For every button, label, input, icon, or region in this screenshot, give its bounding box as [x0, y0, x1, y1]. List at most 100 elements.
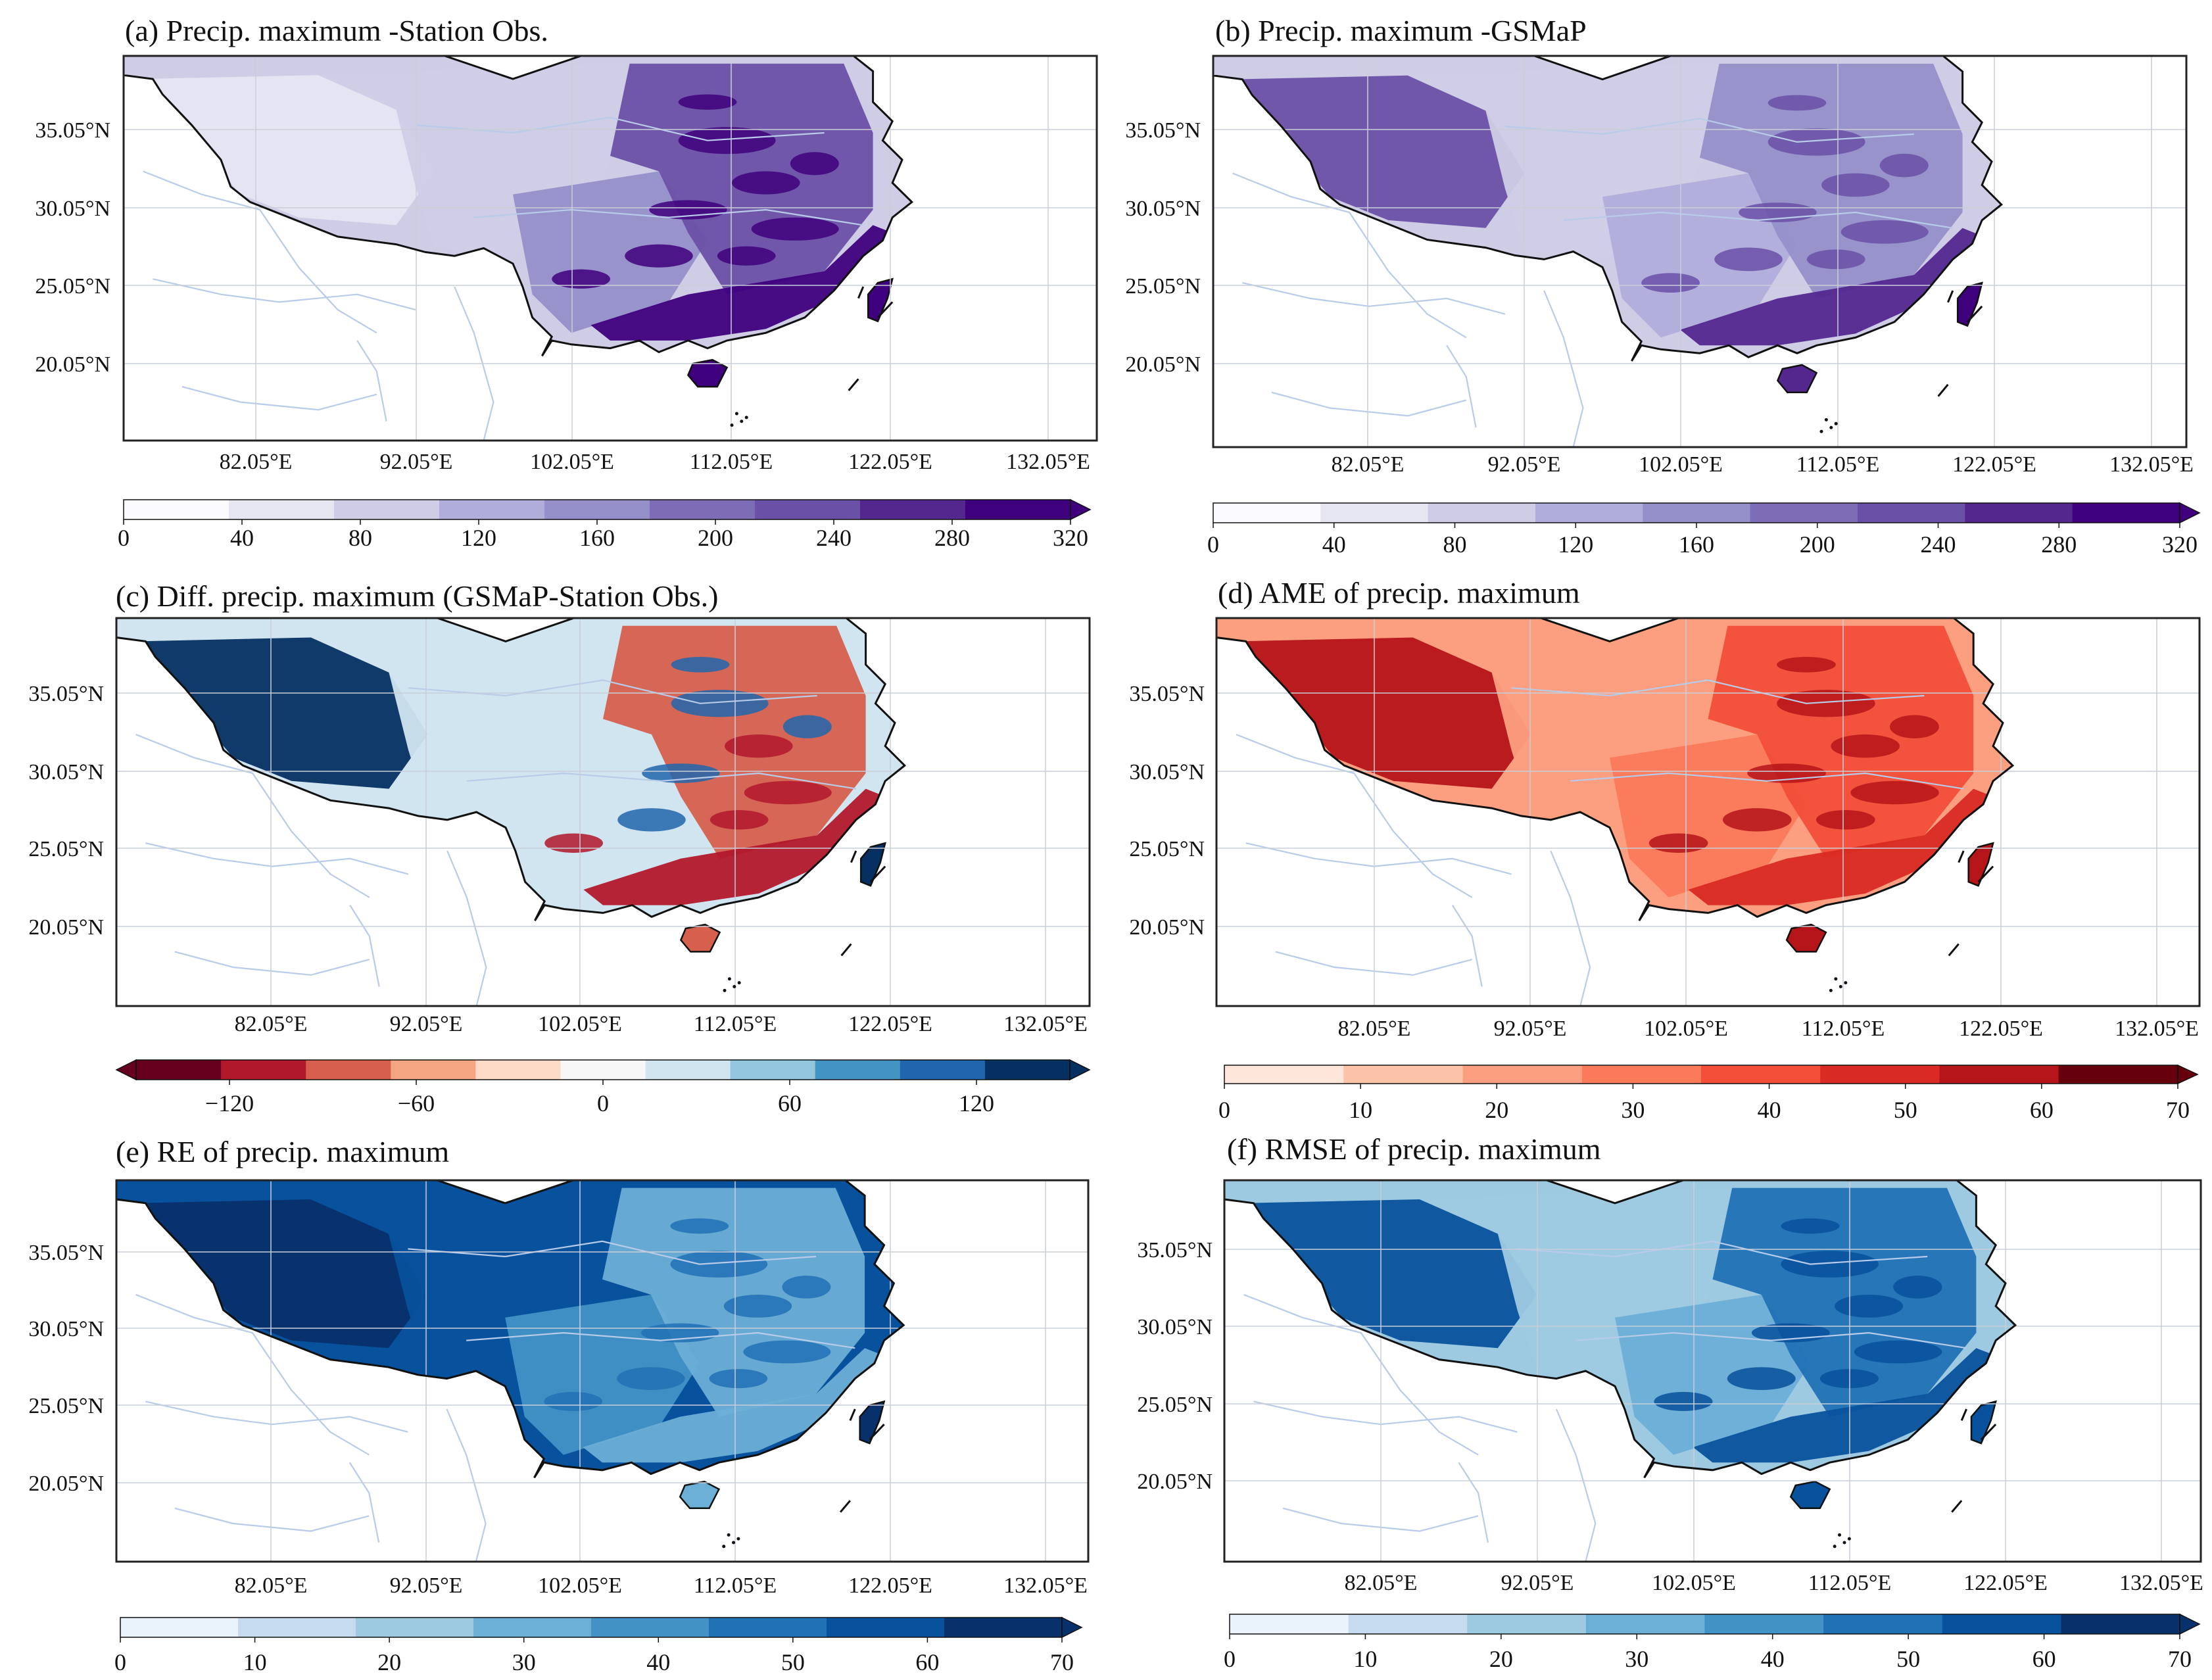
panel-b: (b) Precip. maximum -GSMaP 35.05°N 30.05°N…: [1125, 14, 2201, 558]
field-blob-d: [1648, 833, 1708, 853]
field-blob-c: [709, 810, 769, 830]
colorbar-arrow-right-b: [2179, 502, 2201, 524]
field-blob-a: [678, 94, 737, 110]
island-dot-c: [737, 981, 741, 985]
river-line-e: [174, 1507, 370, 1532]
colorbar-segment-a: [860, 500, 966, 519]
colorbar-label-f: 20: [1489, 1646, 1513, 1672]
field-blob-d: [1850, 780, 1939, 805]
colorbar-label-c: −60: [398, 1090, 435, 1116]
colorbar-label-a: 160: [579, 525, 615, 551]
island-dot-a: [734, 412, 738, 416]
island-dot-f: [1842, 1541, 1846, 1545]
colorbar-segment-a: [755, 500, 861, 519]
field-blob-b: [1641, 273, 1700, 293]
colorbar-e: 0 10 20 30 40 50 60 70: [114, 1616, 1083, 1675]
river-line-a: [454, 286, 494, 441]
map-frame-e: [115, 1179, 1090, 1563]
colorbar-label-b: 240: [1921, 531, 1956, 558]
island-dot-f: [1838, 1533, 1842, 1537]
field-blob-d: [1831, 734, 1900, 758]
field-blob-b: [1714, 247, 1783, 272]
colorbar-a: 0 40 80 120 160 200 240 280 320: [118, 498, 1092, 551]
field-blob-b: [1806, 249, 1865, 270]
colorbar-segment-e: [944, 1618, 1063, 1637]
field-blob-a: [625, 244, 693, 268]
colorbar-segment-b: [1965, 503, 2073, 523]
river-line-d: [1275, 951, 1472, 976]
river-line-b: [1504, 118, 1914, 143]
river-line-e: [135, 1293, 370, 1456]
lon-label-e: 122.05°E: [848, 1573, 932, 1598]
colorbar-segment-f: [1823, 1614, 1943, 1634]
boundary-dash-a: [848, 378, 859, 391]
panel-title-c: (c) Diff. precip. maximum (GSMaP-Station…: [116, 579, 718, 613]
colorbar-segment-d: [1581, 1065, 1702, 1084]
field-blob-c: [782, 715, 832, 738]
lon-label-e: 132.05°E: [1003, 1573, 1088, 1598]
lon-label-b: 112.05°E: [1796, 452, 1880, 477]
colorbar-segment-f: [1585, 1614, 1706, 1634]
china-boundary-d: [1215, 617, 2015, 922]
colorbar-label-e: 70: [1050, 1649, 1074, 1675]
island-dot-d: [1834, 977, 1838, 981]
river-line-d: [1245, 842, 1512, 875]
field-blob-b: [1879, 153, 1929, 178]
lat-label-e: 20.05°N: [28, 1472, 104, 1496]
lat-label-c: 20.05°N: [28, 915, 104, 940]
panel-title-a: (a) Precip. maximum -Station Obs.: [125, 14, 548, 47]
colorbar-segment-a: [124, 500, 229, 519]
colorbar-segment-e: [709, 1618, 827, 1637]
lon-label-f: 132.05°E: [2119, 1571, 2203, 1595]
lon-label-f: 102.05°E: [1652, 1571, 1736, 1595]
lat-label-a: 30.05°N: [35, 197, 110, 221]
lat-label-d: 30.05°N: [1129, 760, 1205, 784]
colorbar-label-a: 40: [230, 525, 254, 551]
lon-label-d: 92.05°E: [1494, 1017, 1567, 1041]
lat-label-f: 35.05°N: [1137, 1238, 1213, 1262]
colorbar-segment-c: [730, 1060, 816, 1080]
field-blob-a: [751, 217, 839, 241]
field-blob-f: [1893, 1276, 1942, 1299]
panel-f: (f) RMSE of precip. maximum 35.05°N 30.05°…: [1137, 1132, 2203, 1672]
colorbar-segment-d: [1820, 1065, 1940, 1084]
region-coast-d: [1688, 788, 1994, 905]
boundary-dash-f: [1960, 1408, 1967, 1421]
field-blob-e: [670, 1218, 729, 1234]
lon-label-f: 92.05°E: [1501, 1571, 1574, 1595]
colorbar-segment-d: [1939, 1065, 2059, 1084]
lat-label-f: 30.05°N: [1137, 1315, 1213, 1339]
lon-label-d: 132.05°E: [2115, 1017, 2199, 1041]
river-line-b: [1543, 290, 1584, 448]
colorbar-segment-b: [2072, 503, 2180, 523]
colorbar-label-b: 40: [1322, 531, 1346, 558]
river-line-e: [446, 1408, 487, 1562]
island-dot-b: [1834, 421, 1838, 425]
lon-label-c: 92.05°E: [390, 1012, 463, 1036]
china-boundary-f: [1223, 1179, 2017, 1479]
river-line-f: [1575, 1332, 1967, 1349]
lon-label-a: 132.05°E: [1006, 450, 1090, 474]
lon-label-b: 92.05°E: [1488, 452, 1561, 477]
colorbar-segment-a: [965, 500, 1071, 519]
colorbar-label-e: 10: [243, 1649, 267, 1675]
colorbar-label-b: 120: [1558, 531, 1593, 558]
colorbar-label-b: 0: [1207, 531, 1219, 558]
island-dot-f: [1833, 1545, 1837, 1548]
boundary-dash-e: [849, 1408, 856, 1421]
lat-label-a: 35.05°N: [35, 118, 110, 143]
panel-title-d: (d) AME of precip. maximum: [1218, 576, 1580, 610]
colorbar-segment-b: [1428, 503, 1536, 523]
lat-label-a: 25.05°N: [35, 274, 110, 299]
lon-label-d: 112.05°E: [1802, 1017, 1885, 1041]
map-frame-a: [122, 55, 1098, 442]
river-line-d: [1550, 850, 1591, 1007]
lat-label-b: 25.05°N: [1125, 274, 1201, 299]
field-blob-e: [544, 1391, 602, 1411]
panel-d: (d) AME of precip. maximum 35.05°N 30.05°N…: [1129, 576, 2201, 1123]
field-blob-c: [744, 780, 832, 805]
panel-c: (c) Diff. precip. maximum (GSMaP-Station…: [28, 579, 1091, 1116]
field-blob-e: [670, 1251, 768, 1278]
island-dot-a: [740, 420, 744, 423]
hainan-island-c: [679, 923, 721, 953]
